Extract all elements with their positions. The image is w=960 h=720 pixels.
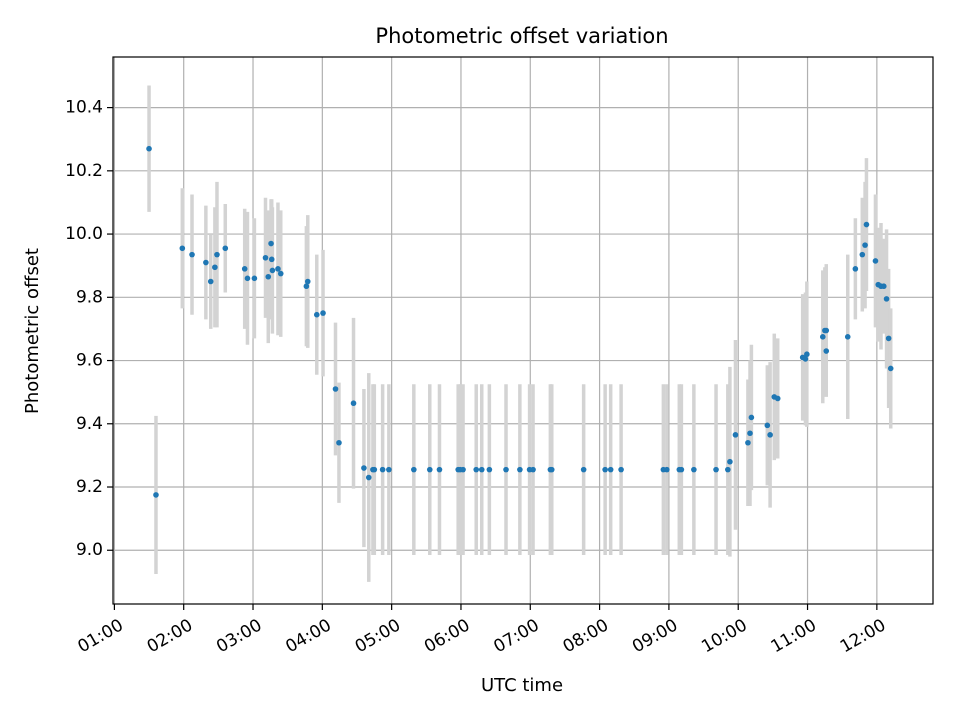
data-point bbox=[251, 275, 258, 282]
data-point bbox=[336, 439, 342, 446]
data-point bbox=[486, 466, 493, 473]
y-tick-label: 9.0 bbox=[76, 540, 103, 560]
data-point bbox=[580, 466, 587, 473]
data-point bbox=[277, 270, 284, 277]
data-point bbox=[212, 264, 218, 271]
data-point bbox=[207, 278, 214, 285]
data-point bbox=[214, 251, 220, 258]
data-point bbox=[747, 430, 753, 437]
data-point bbox=[304, 278, 311, 285]
data-point bbox=[350, 400, 357, 407]
data-point bbox=[268, 240, 274, 247]
data-point bbox=[268, 256, 275, 263]
data-point bbox=[478, 466, 485, 473]
data-point bbox=[844, 334, 851, 340]
data-point bbox=[460, 466, 466, 473]
data-point bbox=[320, 310, 326, 316]
y-tick-label: 10.4 bbox=[65, 98, 103, 118]
y-tick-label: 9.4 bbox=[76, 414, 103, 434]
data-point bbox=[530, 466, 536, 473]
data-point bbox=[764, 422, 771, 429]
y-tick-label: 10.0 bbox=[65, 224, 103, 244]
data-point bbox=[361, 465, 367, 471]
y-tick-label: 9.6 bbox=[76, 351, 103, 371]
data-point bbox=[823, 348, 830, 354]
data-point bbox=[241, 266, 248, 272]
data-point bbox=[269, 267, 276, 274]
data-point bbox=[678, 466, 685, 473]
y-tick-label: 9.8 bbox=[76, 287, 103, 307]
data-point bbox=[802, 356, 809, 362]
data-point bbox=[179, 245, 186, 252]
data-point bbox=[371, 466, 378, 473]
data-point bbox=[436, 466, 443, 473]
data-point bbox=[473, 466, 480, 473]
data-point bbox=[774, 395, 781, 402]
chart-title: Photometric offset variation bbox=[375, 24, 668, 48]
data-point bbox=[732, 432, 739, 438]
data-point bbox=[804, 351, 810, 358]
data-point bbox=[365, 474, 372, 481]
data-point bbox=[244, 275, 251, 282]
data-point bbox=[517, 466, 523, 473]
data-points bbox=[146, 145, 894, 498]
data-point bbox=[767, 432, 773, 438]
y-tick-label: 9.2 bbox=[76, 477, 103, 497]
data-point bbox=[303, 283, 310, 290]
data-point bbox=[189, 251, 195, 258]
data-point bbox=[725, 466, 731, 473]
data-point bbox=[426, 466, 433, 473]
data-point bbox=[748, 414, 755, 421]
data-point bbox=[386, 466, 392, 473]
data-point bbox=[880, 283, 887, 290]
data-point bbox=[745, 439, 751, 446]
data-point bbox=[265, 273, 272, 280]
data-point bbox=[852, 266, 859, 272]
data-point bbox=[548, 466, 555, 473]
data-point bbox=[607, 466, 614, 473]
data-point bbox=[823, 327, 830, 334]
data-point bbox=[153, 492, 159, 498]
data-point bbox=[379, 466, 386, 473]
data-point bbox=[275, 266, 281, 272]
plot-frame bbox=[112, 56, 934, 605]
data-point bbox=[503, 466, 509, 473]
data-point bbox=[872, 258, 879, 264]
data-point bbox=[859, 251, 866, 258]
data-point bbox=[862, 242, 868, 248]
y-tick-label: 10.2 bbox=[65, 161, 103, 181]
data-point bbox=[618, 466, 624, 473]
data-point bbox=[819, 334, 826, 340]
data-point bbox=[727, 458, 733, 465]
data-point bbox=[863, 221, 870, 228]
data-point bbox=[885, 335, 892, 342]
y-axis-ticks: 9.0 9.2 9.4 9.6 9.8 10.0 10.2 10.4 bbox=[65, 98, 113, 560]
x-axis-label: UTC time bbox=[481, 675, 563, 696]
data-point bbox=[713, 466, 719, 473]
data-point bbox=[691, 466, 697, 473]
data-point bbox=[887, 365, 894, 372]
data-point bbox=[262, 254, 269, 261]
data-point bbox=[222, 245, 229, 252]
data-point bbox=[411, 466, 417, 473]
data-point bbox=[203, 259, 209, 266]
data-point bbox=[332, 386, 339, 392]
data-point bbox=[146, 145, 152, 152]
y-axis-label: Photometric offset bbox=[22, 248, 43, 414]
data-point bbox=[883, 296, 890, 302]
data-point bbox=[602, 466, 608, 473]
data-point bbox=[664, 466, 670, 473]
data-point bbox=[313, 311, 320, 318]
